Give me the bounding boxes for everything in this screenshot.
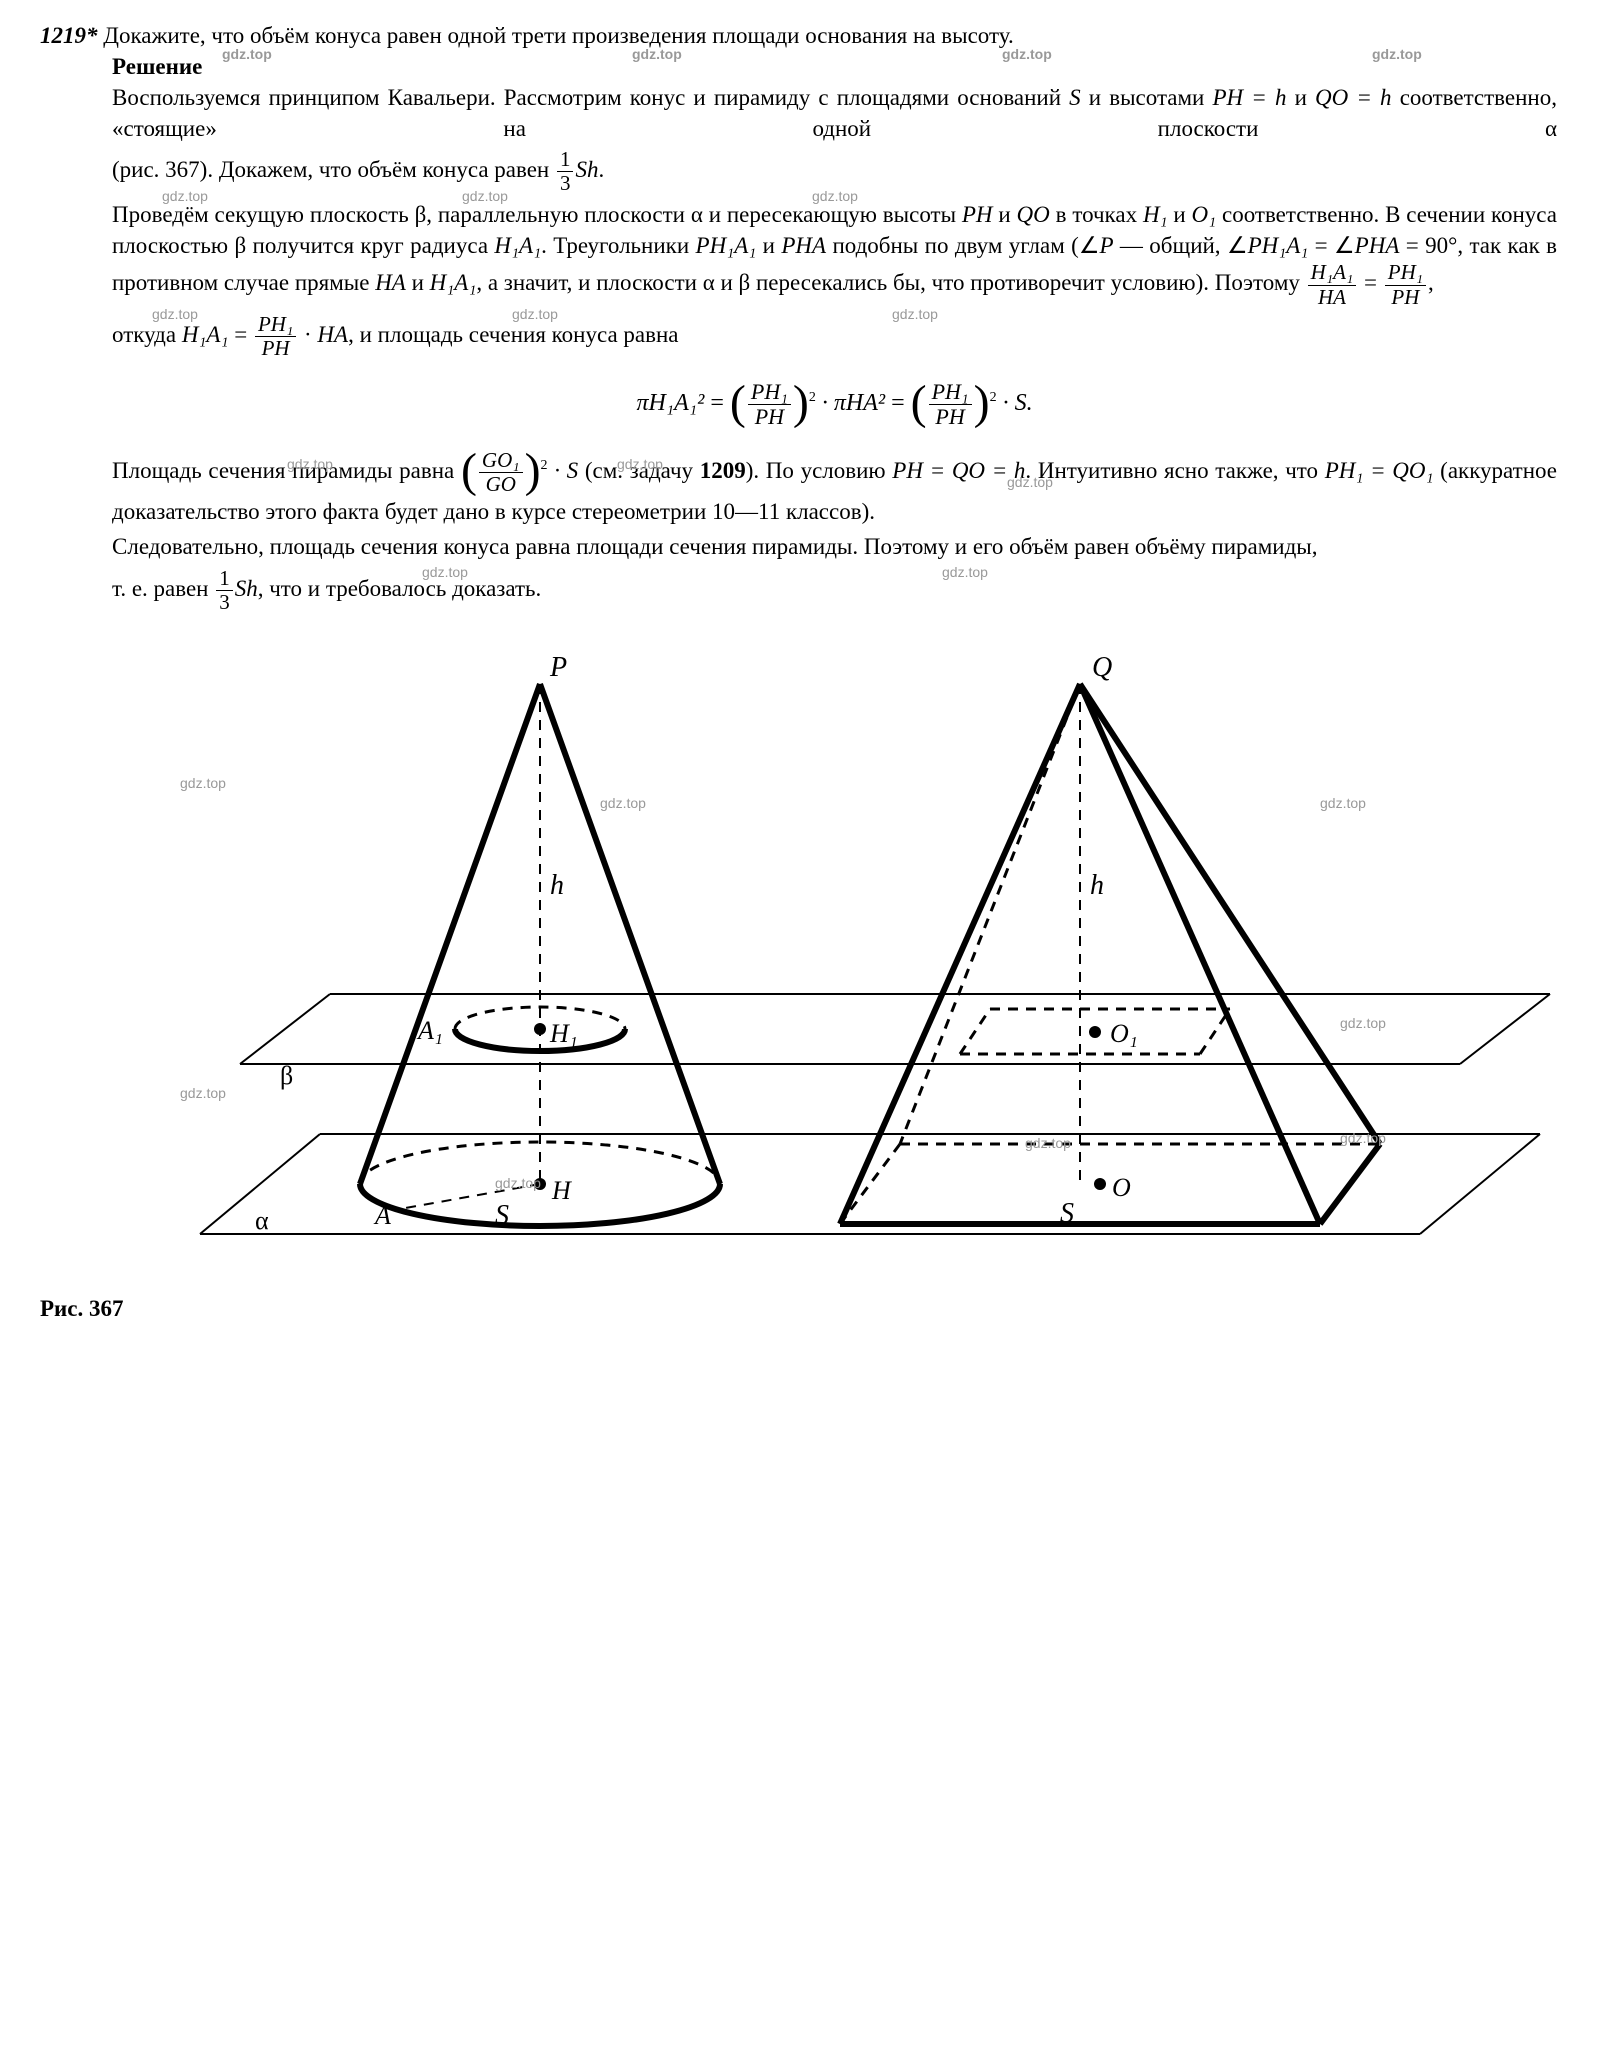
display-formula: πH₁A₁² = (PH₁PH)2 · πHA² = (PH₁PH)2 · S.: [112, 380, 1557, 429]
watermark: gdz.top: [152, 305, 198, 324]
watermark: gdz.top: [1025, 1134, 1071, 1153]
label-H1: H₁: [549, 1019, 578, 1048]
watermark: gdz.top: [287, 455, 333, 474]
fraction: H₁A₁HA: [1308, 261, 1357, 308]
fraction: 13: [216, 567, 233, 614]
paragraph-4: откуда H₁A₁ = PH₁PH · HA, и площадь сече…: [112, 313, 1557, 360]
watermark: gdz.top: [1340, 1129, 1386, 1148]
watermark: gdz.top: [462, 187, 508, 206]
label-Q: Q: [1092, 652, 1112, 683]
figure-label: Рис. 367: [40, 1293, 124, 1324]
fraction: PH₁PH: [255, 313, 296, 360]
label-A1: A₁: [416, 1016, 443, 1045]
label-A: A: [373, 1201, 391, 1230]
label-S2: S: [1060, 1198, 1074, 1229]
paragraph-7: т. е. равен 13Sh, что и требовалось дока…: [112, 567, 1557, 614]
fraction: GO₁GO: [479, 449, 523, 496]
label-S1: S: [495, 1200, 509, 1231]
fraction: PH₁PH: [748, 380, 791, 429]
label-h1: h: [550, 870, 564, 901]
solution-header-text: Решение: [112, 54, 202, 79]
watermark: gdz.top: [495, 1174, 541, 1193]
paragraph-6: Следовательно, площадь сечения конуса ра…: [112, 531, 1557, 562]
watermark: gdz.top: [617, 455, 663, 474]
watermark: gdz.top: [512, 305, 558, 324]
watermark: gdz.top: [942, 563, 988, 582]
label-H: H: [551, 1176, 572, 1205]
label-O: O: [1112, 1173, 1131, 1202]
watermark: gdz.top: [1372, 45, 1422, 64]
problem-number: 1219*: [40, 23, 98, 48]
watermark: gdz.top: [1340, 1014, 1386, 1033]
fraction: PH₁PH: [1385, 261, 1426, 308]
watermark: gdz.top: [422, 563, 468, 582]
geometry-figure: P Q h h A₁ H₁ O₁ β A H S O S α: [100, 644, 1560, 1284]
watermark: gdz.top: [812, 187, 858, 206]
watermark: gdz.top: [1320, 794, 1366, 813]
label-P: P: [549, 652, 567, 683]
watermark: gdz.top: [892, 305, 938, 324]
watermark: gdz.top: [222, 45, 272, 64]
watermark: gdz.top: [180, 1084, 226, 1103]
watermark: gdz.top: [180, 774, 226, 793]
fraction: 13: [557, 148, 574, 195]
fraction: PH₁PH: [929, 380, 972, 429]
label-beta: β: [280, 1061, 293, 1090]
watermark: gdz.top: [1002, 45, 1052, 64]
label-h2: h: [1090, 870, 1104, 901]
label-O1: O₁: [1110, 1019, 1138, 1048]
reference: 1209: [700, 458, 746, 483]
paragraph-3: Проведём секущую плоскость β, параллельн…: [112, 199, 1557, 308]
solution-body: Воспользуемся принципом Кавальери. Рассм…: [112, 82, 1557, 614]
label-alpha: α: [255, 1206, 269, 1235]
watermark: gdz.top: [600, 794, 646, 813]
solution-header: Решение gdz.top gdz.top gdz.top gdz.top: [112, 51, 1557, 82]
problem-statement: 1219* Докажите, что объём конуса равен о…: [112, 20, 1557, 51]
figure-367: P Q h h A₁ H₁ O₁ β A H S O S α gdz.top g…: [40, 644, 1490, 1324]
watermark: gdz.top: [1007, 473, 1053, 492]
watermark: gdz.top: [632, 45, 682, 64]
watermark: gdz.top: [162, 187, 208, 206]
paragraph-1: Воспользуемся принципом Кавальери. Рассм…: [112, 82, 1557, 144]
